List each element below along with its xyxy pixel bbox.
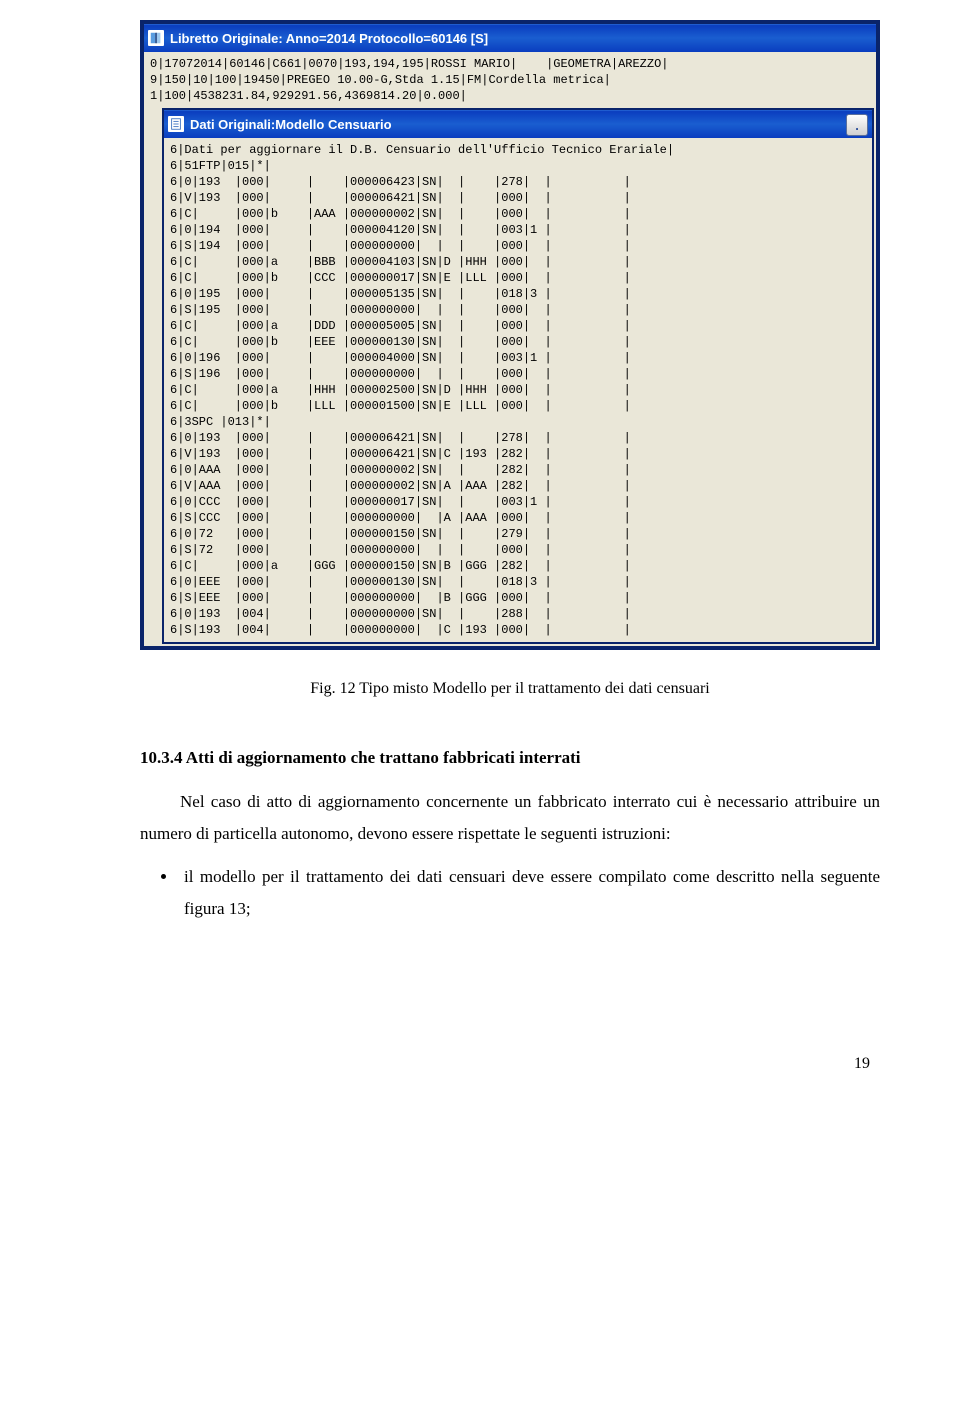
list-item: il modello per il trattamento dei dati c… xyxy=(178,861,880,926)
inner-window-body: 6|Dati per aggiornare il D.B. Censuario … xyxy=(164,138,872,642)
paragraph-1: Nel caso di atto di aggiornamento concer… xyxy=(140,786,880,851)
bullet-list: il modello per il trattamento dei dati c… xyxy=(140,861,880,926)
inner-window: Dati Originali:Modello Censuario . 6|Dat… xyxy=(162,108,874,644)
figure-caption: Fig. 12 Tipo misto Modello per il tratta… xyxy=(140,680,880,698)
outer-window-titlebar[interactable]: Libretto Originale: Anno=2014 Protocollo… xyxy=(144,24,876,52)
outer-window-title: Libretto Originale: Anno=2014 Protocollo… xyxy=(170,31,488,46)
outer-window-body: 0|17072014|60146|C661|0070|193,194,195|R… xyxy=(144,52,876,108)
outer-window: Libretto Originale: Anno=2014 Protocollo… xyxy=(140,20,880,650)
doc-icon xyxy=(168,116,184,132)
help-button[interactable]: . xyxy=(846,114,868,136)
page-number: 19 xyxy=(140,1055,880,1073)
inner-window-title: Dati Originali:Modello Censuario xyxy=(190,117,392,132)
section-heading: 10.3.4 Atti di aggiornamento che trattan… xyxy=(140,748,880,768)
book-icon xyxy=(148,30,164,46)
inner-window-titlebar[interactable]: Dati Originali:Modello Censuario . xyxy=(164,110,872,138)
